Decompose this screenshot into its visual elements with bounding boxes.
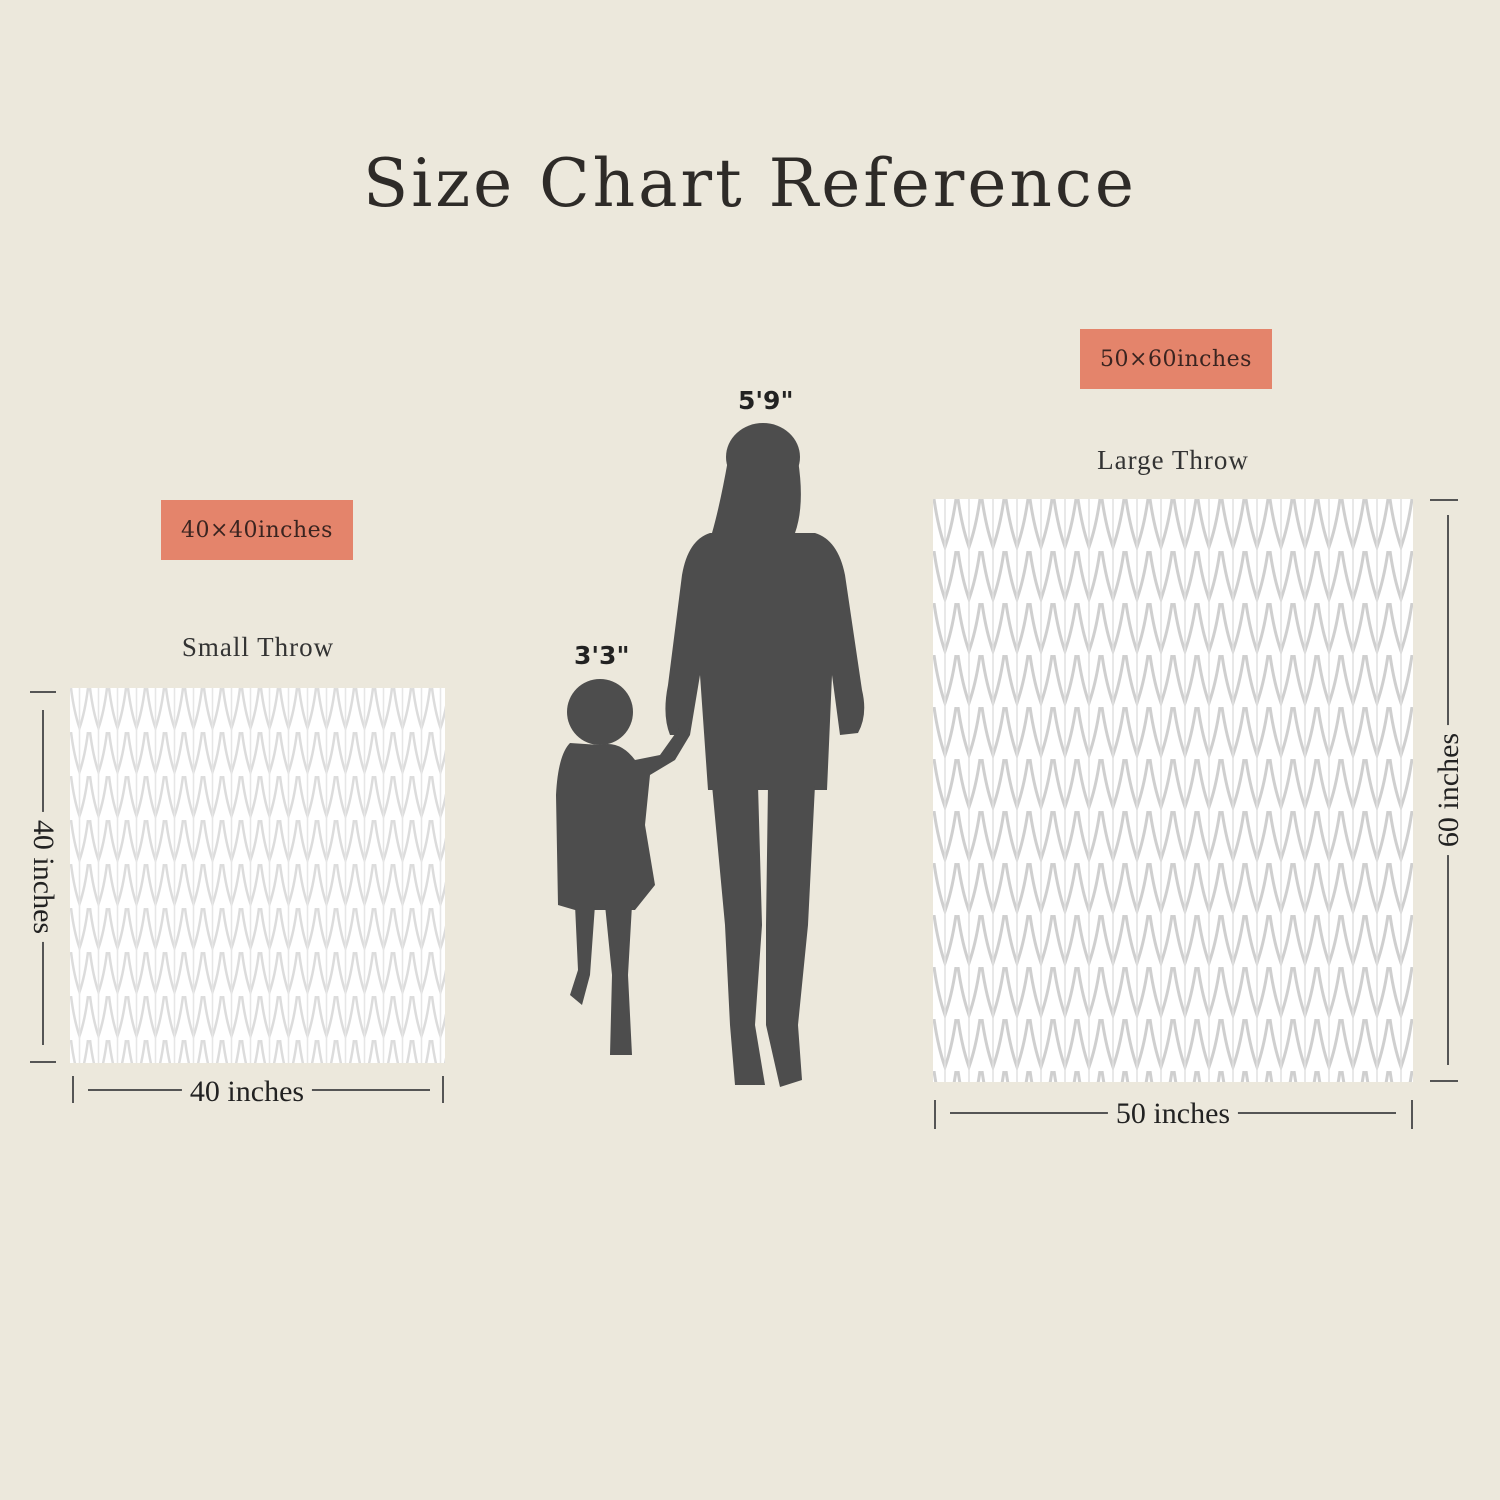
small-height-label: 40 inches <box>26 811 60 943</box>
page-title: Size Chart Reference <box>363 145 1137 222</box>
small-width-tick-right <box>442 1076 444 1103</box>
small-size-badge: 40×40inches <box>161 500 353 560</box>
child-silhouette <box>556 679 690 1055</box>
small-throw-label: Small Throw <box>181 632 335 662</box>
small-height-tick-bottom <box>30 1061 56 1063</box>
adult-height-label: 5'9" <box>738 386 794 415</box>
large-throw-label: Large Throw <box>1097 445 1249 475</box>
large-width-tick-right <box>1411 1100 1413 1129</box>
small-width-label: 40 inches <box>181 1075 313 1109</box>
large-height-tick-top <box>1430 499 1458 501</box>
small-throw-blanket <box>70 688 445 1063</box>
adult-silhouette <box>665 423 865 1087</box>
silhouette-figures <box>556 423 865 1087</box>
large-height-tick-bottom <box>1430 1080 1458 1082</box>
child-height-label: 3'3" <box>574 641 630 670</box>
large-width-tick-left <box>934 1100 936 1129</box>
small-width-tick-left <box>72 1076 74 1103</box>
small-height-tick-top <box>30 691 56 693</box>
large-throw-blanket <box>933 499 1413 1082</box>
large-width-label: 50 inches <box>1107 1097 1239 1131</box>
large-height-label: 60 inches <box>1432 724 1466 856</box>
large-size-badge: 50×60inches <box>1080 329 1272 389</box>
